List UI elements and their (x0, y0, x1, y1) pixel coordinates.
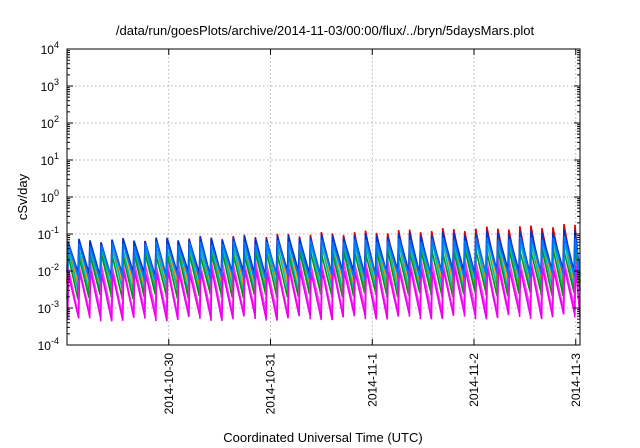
x-tick-label: 2014-10-31 (264, 353, 278, 415)
y-tick-label: 10-3 (38, 299, 59, 316)
series-line (66, 266, 581, 322)
chart-title: /data/run/goesPlots/archive/2014-11-03/0… (116, 23, 535, 38)
x-tick-label: 2014-11-2 (467, 353, 481, 407)
series-line (66, 235, 581, 282)
y-tick-label: 104 (41, 40, 59, 57)
x-tick-label: 2014-10-30 (162, 353, 176, 415)
y-tick-label: 100 (41, 188, 59, 205)
y-tick-label: 101 (41, 151, 59, 168)
y-axis: 10-4 10-3 10-2 10-1 100 101 102 103 104 (38, 40, 580, 353)
x-axis: 2014-10-30 2014-10-31 2014-11-1 2014-11-2 20… (162, 49, 583, 414)
y-axis-label: cSv/day (15, 173, 30, 220)
y-tick-label: 103 (41, 77, 59, 94)
y-tick-label: 102 (41, 114, 59, 131)
x-tick-label: 2014-11-3 (569, 353, 583, 407)
x-axis-label: Coordinated Universal Time (UTC) (223, 430, 422, 445)
x-tick-label: 2014-11-1 (365, 353, 379, 407)
y-tick-label: 10-2 (38, 262, 59, 279)
y-tick-label: 10-4 (38, 336, 59, 353)
y-tick-label: 10-1 (38, 225, 59, 242)
series-layer (66, 224, 581, 322)
